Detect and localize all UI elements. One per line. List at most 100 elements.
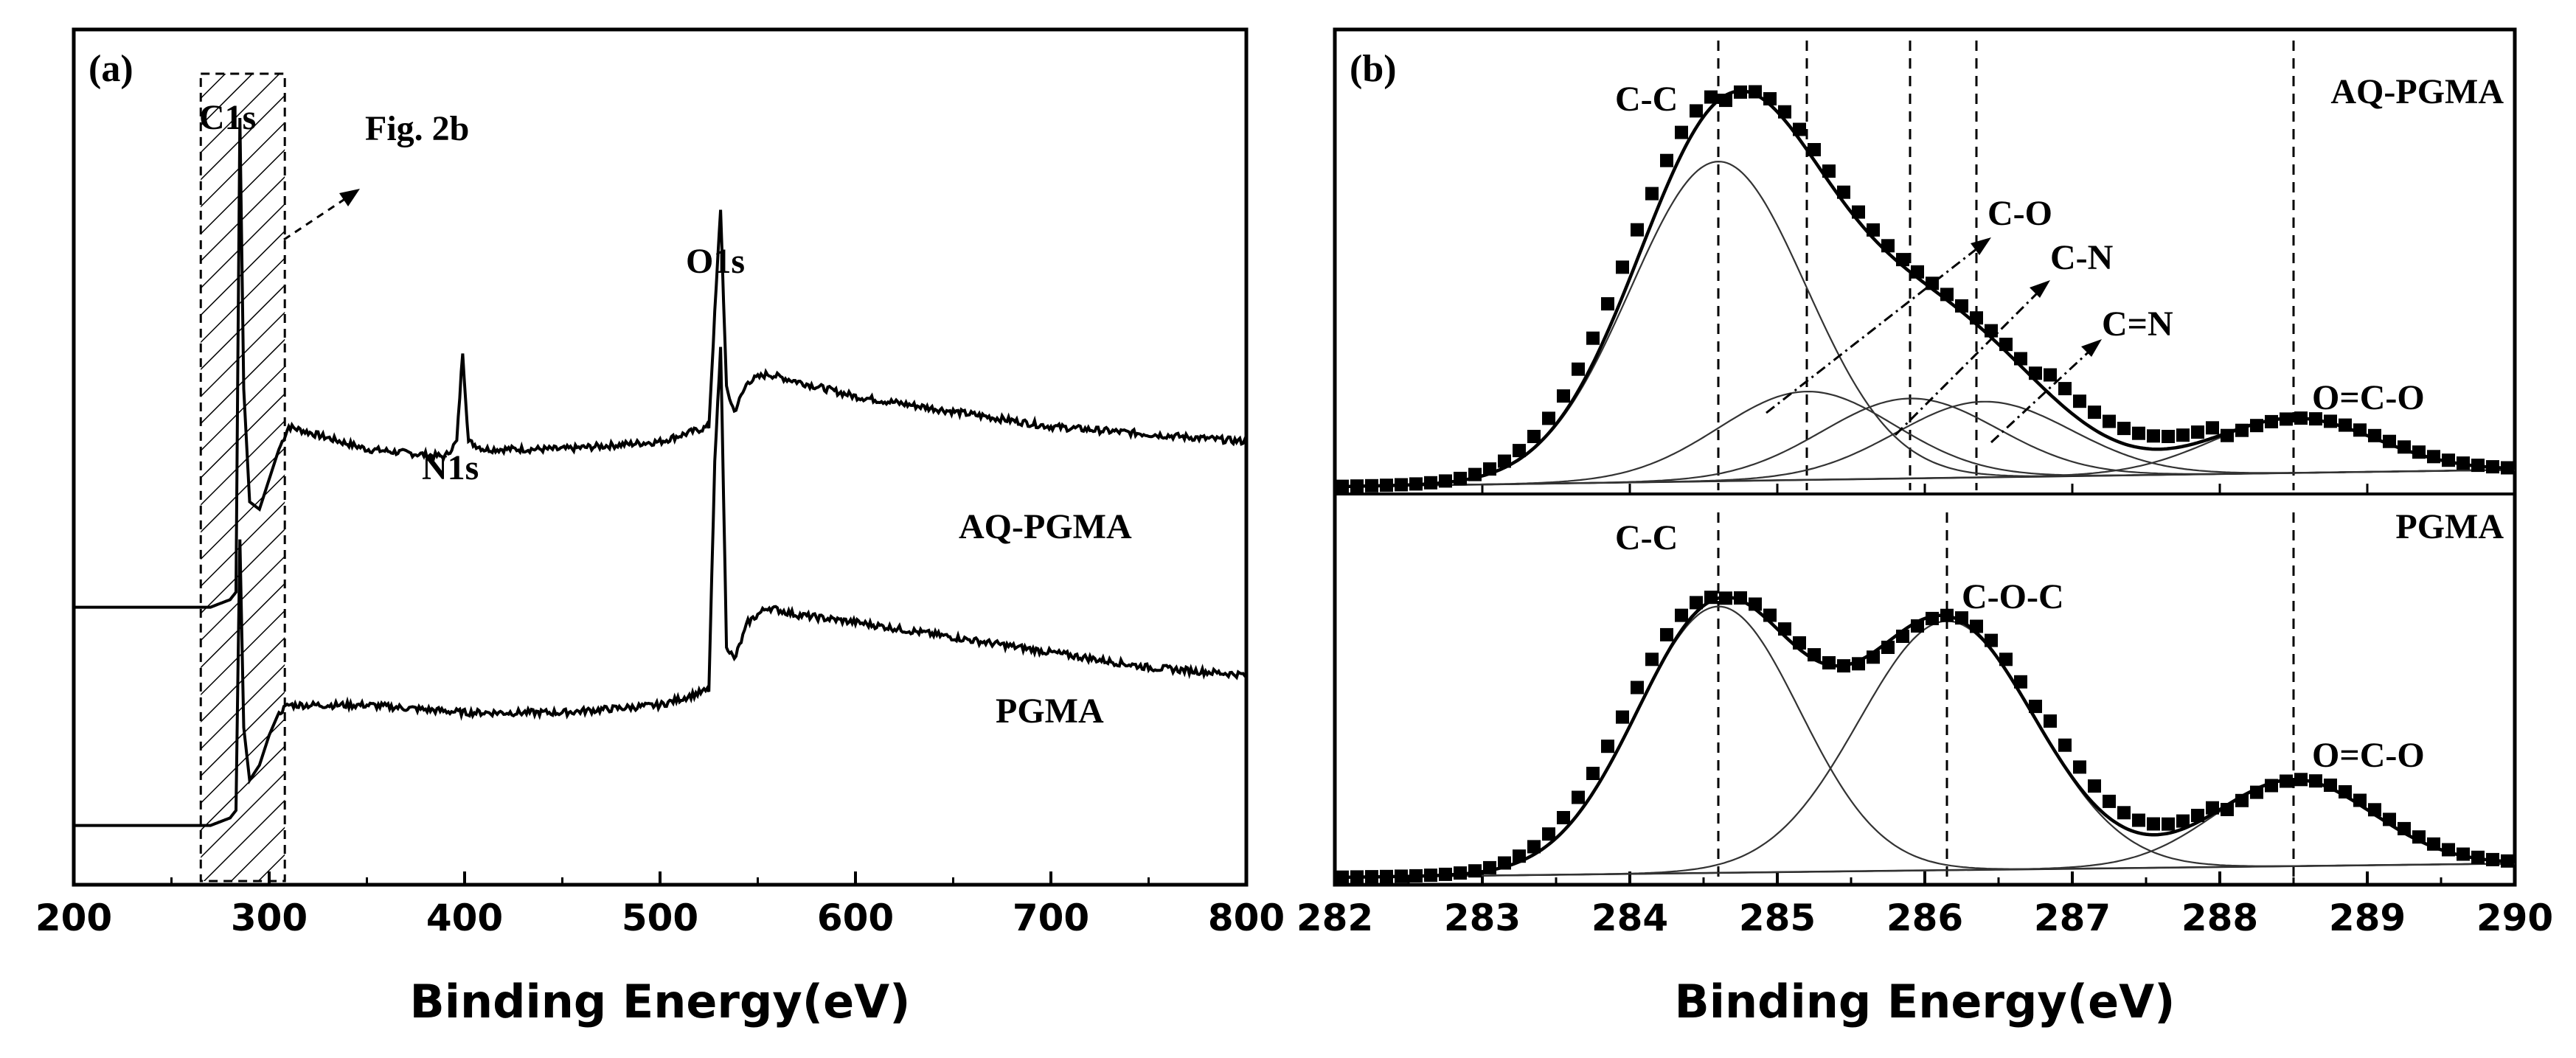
data-point-pgma	[1852, 657, 1865, 671]
data-point-aq-pgma	[1350, 479, 1364, 493]
data-point-pgma	[2501, 854, 2514, 868]
x-axis-title-b: Binding Energy(eV)	[1674, 975, 2175, 1029]
data-point-pgma	[1675, 608, 1688, 622]
data-point-pgma	[1690, 596, 1703, 610]
data-point-aq-pgma	[2427, 450, 2440, 464]
data-point-pgma	[2147, 817, 2160, 831]
data-point-aq-pgma	[2191, 425, 2204, 439]
data-point-pgma	[1498, 856, 1511, 870]
panel-b-dashed-lines	[1717, 41, 2295, 881]
bottom-cc-label: C-C	[1615, 518, 1678, 557]
data-point-aq-pgma	[1454, 471, 1467, 485]
data-point-aq-pgma	[1970, 311, 1983, 325]
data-point-pgma	[2265, 779, 2278, 793]
data-point-aq-pgma	[2117, 422, 2131, 436]
data-point-aq-pgma	[1527, 430, 1541, 443]
data-point-pgma	[2280, 774, 2293, 788]
data-point-aq-pgma	[1867, 223, 1880, 237]
data-point-aq-pgma	[1631, 223, 1644, 237]
data-point-pgma	[1911, 619, 1924, 633]
x-tick-label-a: 300	[231, 897, 308, 939]
data-point-aq-pgma	[2442, 453, 2455, 467]
data-point-aq-pgma	[1586, 331, 1600, 345]
panel-a-label: (a)	[88, 48, 133, 90]
data-point-pgma	[1454, 866, 1467, 880]
data-point-aq-pgma	[1940, 288, 1954, 302]
leader-arrows	[1766, 237, 2102, 444]
x-tick-label-a: 200	[35, 897, 112, 939]
data-point-aq-pgma	[2265, 414, 2278, 428]
data-point-aq-pgma	[1380, 478, 1393, 493]
data-point-pgma	[2088, 779, 2101, 793]
series-line-aq-pgma	[74, 117, 1248, 609]
x-tick-label-a: 600	[817, 897, 894, 939]
data-point-aq-pgma	[2235, 423, 2249, 437]
panel-a-series	[74, 117, 1248, 827]
data-point-aq-pgma	[2147, 429, 2160, 443]
data-point-pgma	[2324, 779, 2337, 792]
data-point-aq-pgma	[2162, 430, 2175, 443]
bottom-coc-label: C-O-C	[1962, 577, 2064, 616]
data-point-pgma	[2176, 814, 2190, 828]
data-point-pgma	[1778, 622, 1791, 636]
data-point-pgma	[1940, 608, 1954, 622]
data-point-pgma	[2353, 793, 2367, 807]
data-point-aq-pgma	[1557, 389, 1570, 403]
data-point-pgma	[2471, 850, 2485, 864]
data-point-pgma	[1365, 870, 1378, 884]
data-point-pgma	[1483, 860, 1496, 874]
data-point-pgma	[1881, 641, 1895, 654]
data-point-aq-pgma	[2014, 352, 2027, 366]
data-point-aq-pgma	[1365, 478, 1378, 493]
data-point-aq-pgma	[1749, 85, 1762, 99]
data-point-aq-pgma	[2073, 394, 2086, 408]
data-point-pgma	[1808, 648, 1821, 662]
data-point-pgma	[1468, 864, 1482, 878]
data-point-pgma	[2427, 837, 2440, 851]
data-point-aq-pgma	[1852, 205, 1865, 219]
data-point-aq-pgma	[1572, 362, 1585, 376]
x-tick-label-a: 800	[1208, 897, 1285, 939]
data-point-pgma	[2398, 821, 2411, 835]
data-point-pgma	[1336, 870, 1349, 884]
x-tick-label-a: 500	[622, 897, 698, 939]
panel-b: 282 283 284 285 286 287 288 289 290 (b) C-C C-O …	[1296, 27, 2553, 1029]
data-point-pgma	[1719, 591, 1732, 605]
data-point-aq-pgma	[2088, 406, 2101, 420]
data-point-aq-pgma	[2176, 428, 2190, 442]
data-point-pgma	[1749, 597, 1762, 611]
data-point-aq-pgma	[2058, 382, 2072, 396]
data-point-aq-pgma	[1395, 478, 1408, 492]
data-point-aq-pgma	[2206, 421, 2219, 435]
data-point-pgma	[1601, 739, 1614, 754]
data-point-aq-pgma	[1881, 239, 1895, 253]
data-point-pgma	[1926, 611, 1939, 625]
data-point-pgma	[2339, 785, 2352, 798]
panel-a-ticks: 200 300 400 500 600 700 800	[35, 871, 1285, 939]
data-point-pgma	[2457, 847, 2470, 861]
series-label-aq-pgma-a: AQ-PGMA	[959, 507, 1132, 546]
x-tick-label-b: 290	[2476, 897, 2553, 939]
data-point-aq-pgma	[1601, 297, 1614, 311]
data-point-aq-pgma	[2221, 428, 2234, 442]
data-point-pgma	[1734, 591, 1747, 605]
panel-b-top-fit	[1334, 85, 2516, 493]
data-point-pgma	[1572, 790, 1585, 804]
data-point-aq-pgma	[1704, 90, 1718, 104]
data-point-pgma	[1424, 869, 1437, 883]
data-point-pgma	[2383, 812, 2396, 826]
data-point-pgma	[2442, 843, 2455, 857]
panel-b-label: (b)	[1350, 48, 1397, 90]
data-point-pgma	[2368, 803, 2381, 817]
c1s-highlight-box	[199, 72, 286, 883]
data-point-aq-pgma	[2368, 428, 2381, 442]
data-point-pgma	[1439, 867, 1452, 881]
data-point-aq-pgma	[1719, 94, 1732, 108]
data-point-aq-pgma	[1911, 265, 1924, 279]
data-point-aq-pgma	[1468, 467, 1482, 481]
data-point-pgma	[2206, 801, 2219, 815]
data-point-pgma	[2486, 852, 2499, 866]
series-label-pgma-b: PGMA	[2395, 507, 2504, 546]
data-point-pgma	[1557, 811, 1570, 824]
x-axis-title-a: Binding Energy(eV)	[409, 975, 910, 1029]
